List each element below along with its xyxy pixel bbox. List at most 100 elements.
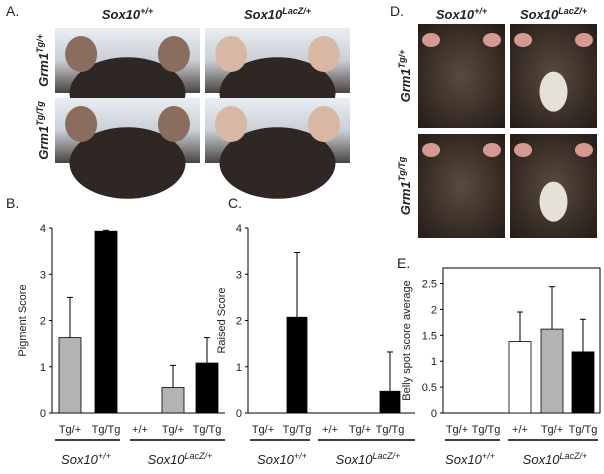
- photo-paw: [514, 143, 533, 157]
- panel-label: D.: [390, 3, 404, 19]
- bar: [161, 387, 185, 414]
- photo-head: [219, 127, 336, 199]
- photo-ear: [307, 36, 340, 72]
- y-tick-label: 2: [236, 316, 242, 328]
- x-tick-label: Tg/Tg: [283, 424, 312, 436]
- y-tick-label: 2.5: [422, 279, 437, 291]
- x-tick-label: Tg/Tg: [569, 424, 598, 436]
- x-tick-label: +/+: [132, 424, 148, 436]
- y-axis-label: Raised Score: [216, 287, 228, 353]
- group-label-base: Sox10: [336, 452, 374, 467]
- row-label: Grm1Tg/Tg: [397, 156, 413, 215]
- x-tick-label: Tg/+: [59, 424, 81, 436]
- photo-ear: [157, 106, 190, 142]
- y-tick-label: 1.5: [422, 330, 437, 342]
- group-label: Sox10LacZ/+: [148, 451, 213, 467]
- group-label-sup: +/+: [98, 451, 111, 461]
- bar: [540, 328, 564, 414]
- photo-paw: [514, 33, 533, 47]
- x-tick-label: Tg/+: [349, 424, 371, 436]
- y-axis-label: Belly spot score average: [401, 280, 413, 400]
- column-label-sup: +/+: [474, 6, 488, 16]
- x-tick-label: Tg/+: [162, 424, 184, 436]
- group-label-base: Sox10: [257, 452, 295, 467]
- column-label-sup: LacZ/+: [558, 6, 588, 16]
- photo-paw: [482, 33, 501, 47]
- photo-paw: [574, 143, 593, 157]
- column-label-base: Sox10: [244, 7, 283, 22]
- group-label-sup: LacZ/+: [185, 451, 213, 461]
- x-tick-label: Tg/+: [446, 424, 468, 436]
- column-label: Sox10LacZ/+: [520, 6, 588, 22]
- row-label: Grm1Tg/+: [397, 49, 413, 102]
- photo-paw: [422, 143, 441, 157]
- y-axis-label: Pigment Score: [17, 284, 29, 356]
- group-label-sup: +/+: [482, 451, 495, 461]
- photo-ear: [65, 36, 98, 72]
- photo-spot: [539, 181, 568, 222]
- x-tick-label: Tg/Tg: [92, 424, 121, 436]
- row-label-base: Grm1: [398, 181, 413, 215]
- y-tick-label: 4: [236, 223, 242, 235]
- column-label-sup: +/+: [140, 6, 154, 16]
- row-label-base: Grm1: [36, 126, 51, 160]
- row-label-base: Grm1: [398, 68, 413, 102]
- x-tick-label: +/+: [322, 424, 338, 436]
- photo-paw: [574, 33, 593, 47]
- column-label: Sox10+/+: [102, 6, 154, 22]
- x-tick-label: Tg/+: [541, 424, 563, 436]
- group-label-sup: LacZ/+: [560, 451, 588, 461]
- bar: [94, 230, 118, 414]
- photo-ear: [215, 106, 248, 142]
- bar: [195, 362, 219, 414]
- y-tick-label: 2: [40, 316, 46, 328]
- group-label-base: Sox10: [61, 452, 99, 467]
- row-label-sup: Tg/+: [35, 33, 45, 52]
- group-label-base: Sox10: [148, 452, 186, 467]
- y-tick-label: 1: [236, 362, 242, 374]
- row-label-base: Grm1: [36, 53, 51, 87]
- panel-label: A.: [6, 3, 19, 19]
- column-label-base: Sox10: [520, 7, 559, 22]
- row-label-sup: Tg/Tg: [397, 156, 407, 181]
- x-tick-label: Tg/+: [252, 424, 274, 436]
- y-tick-label: 3: [40, 269, 46, 281]
- x-tick-label: Tg/Tg: [193, 424, 222, 436]
- bar: [379, 390, 401, 414]
- panel-label: E.: [397, 255, 410, 271]
- photo-ear: [157, 36, 190, 72]
- x-tick-label: +/+: [512, 424, 528, 436]
- y-tick-label: 3: [236, 269, 242, 281]
- y-tick-label: 0.5: [422, 382, 437, 394]
- bar: [286, 316, 308, 414]
- group-label-sup: LacZ/+: [373, 451, 401, 461]
- group-label: Sox10+/+: [257, 451, 307, 467]
- column-label-base: Sox10: [436, 7, 475, 22]
- photo-paw: [422, 33, 441, 47]
- y-tick-label: 4: [40, 223, 46, 235]
- row-label-sup: Tg/+: [397, 49, 407, 68]
- bar: [571, 351, 595, 414]
- bar: [58, 337, 82, 414]
- photo-ear: [65, 106, 98, 142]
- y-tick-label: 0: [236, 408, 242, 420]
- photo-head: [69, 127, 186, 199]
- x-tick-label: Tg/Tg: [376, 424, 405, 436]
- group-label: Sox10+/+: [61, 451, 111, 467]
- y-tick-label: 0: [431, 408, 437, 420]
- y-tick-label: 1: [40, 362, 46, 374]
- column-label: Sox10+/+: [436, 6, 488, 22]
- group-label-base: Sox10: [445, 452, 483, 467]
- photo-paw: [482, 143, 501, 157]
- panel-label: B.: [6, 195, 19, 211]
- column-label-base: Sox10: [102, 7, 141, 22]
- column-label: Sox10LacZ/+: [244, 6, 312, 22]
- group-label: Sox10+/+: [445, 451, 495, 467]
- x-tick-label: Tg/Tg: [472, 424, 501, 436]
- column-label-sup: LacZ/+: [282, 6, 312, 16]
- bar: [508, 341, 532, 414]
- panel-label: C.: [228, 195, 242, 211]
- y-tick-label: 1: [431, 356, 437, 368]
